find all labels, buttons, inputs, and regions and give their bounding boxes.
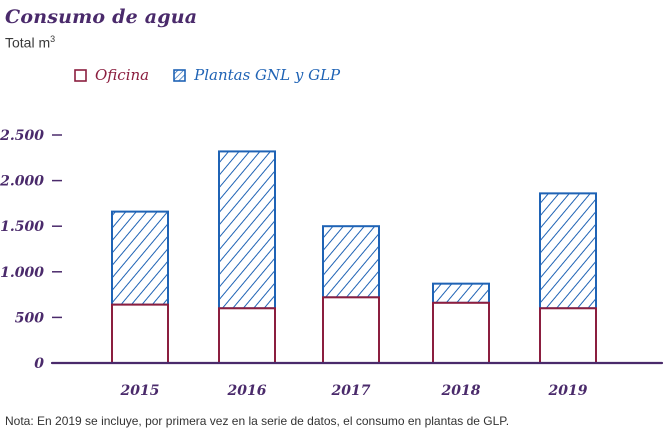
legend-swatch-oficina bbox=[74, 68, 87, 82]
y-tick-label: 2.000 bbox=[0, 174, 44, 190]
y-tick-label: 500 bbox=[15, 310, 44, 326]
y-tick-label: 1.000 bbox=[0, 265, 44, 281]
bar-plantas-2016 bbox=[218, 150, 276, 310]
bar-oficina-2015 bbox=[111, 303, 169, 364]
chart-subtitle: Total m3 bbox=[5, 34, 55, 51]
y-tick-label: 2.500 bbox=[0, 128, 44, 144]
y-tick-label: 1.500 bbox=[0, 219, 44, 235]
bar-plantas-2018 bbox=[432, 282, 490, 304]
bar-plantas-2019 bbox=[539, 192, 597, 310]
footnote: Nota: En 2019 se incluye, por primera ve… bbox=[5, 414, 510, 428]
legend-label-plantas: Plantas GNL y GLP bbox=[194, 66, 341, 84]
y-tick-label: 0 bbox=[34, 356, 44, 372]
bar-oficina-2019 bbox=[539, 307, 597, 364]
bar-plantas-2017 bbox=[322, 225, 380, 299]
legend-label-oficina: Oficina bbox=[95, 66, 150, 84]
x-tick-label-2019: 2019 bbox=[548, 383, 588, 399]
bar-oficina-2018 bbox=[432, 301, 490, 365]
x-tick-label-2017: 2017 bbox=[331, 383, 371, 399]
legend-item-oficina: Oficina bbox=[74, 66, 149, 84]
x-tick-label-2015: 2015 bbox=[120, 383, 160, 399]
x-tick-label-2018: 2018 bbox=[441, 383, 481, 399]
chart-legend: Oficina Plantas GNL y GLP bbox=[74, 66, 358, 84]
subtitle-superscript: 3 bbox=[50, 34, 56, 44]
x-tick-label-2016: 2016 bbox=[227, 383, 267, 399]
y-axis: 0 500 1.000 1.500 2.000 2.500 bbox=[0, 128, 62, 372]
legend-swatch-plantas bbox=[173, 68, 186, 82]
bar-oficina-2017 bbox=[322, 296, 380, 364]
bars-group bbox=[111, 150, 597, 365]
bar-oficina-2016 bbox=[218, 307, 276, 364]
x-axis-labels: 2015 2016 2017 2018 2019 bbox=[120, 383, 588, 399]
legend-item-plantas: Plantas GNL y GLP bbox=[173, 66, 340, 84]
bar-plantas-2015 bbox=[111, 210, 169, 306]
chart-title: Consumo de agua bbox=[5, 6, 198, 28]
subtitle-text: Total m bbox=[5, 34, 51, 51]
